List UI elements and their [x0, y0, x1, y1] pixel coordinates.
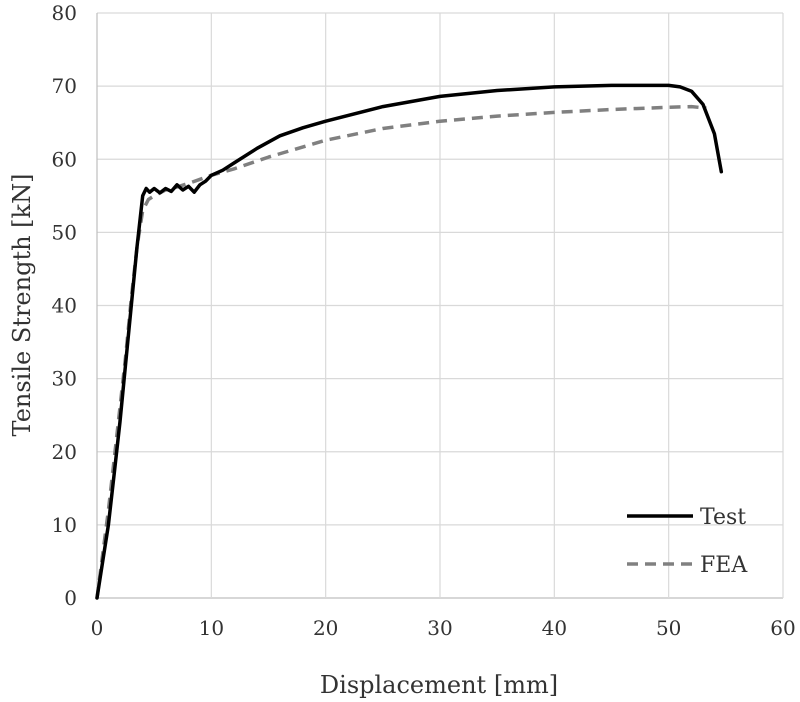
- y-tick-label: 30: [52, 367, 77, 391]
- series-line-test: [95, 83, 724, 600]
- y-axis-title: Tensile Strength [kN]: [8, 174, 36, 437]
- x-tick-label: 40: [542, 616, 567, 640]
- legend-label-test: Test: [700, 505, 746, 530]
- x-tick-label: 20: [313, 616, 338, 640]
- x-tick-label: 50: [656, 616, 681, 640]
- y-tick-label: 0: [64, 586, 77, 610]
- x-axis-title: Displacement [mm]: [320, 671, 558, 699]
- legend-label-fea: FEA: [700, 553, 748, 578]
- x-tick-label: 0: [91, 616, 104, 640]
- tick-labels: 0 10 20 30 40 50 60 70 80 0 10 20 30 40 50 60: [52, 1, 796, 640]
- x-tick-label: 60: [770, 616, 795, 640]
- grid: [96, 12, 784, 599]
- y-tick-label: 20: [52, 440, 77, 464]
- y-tick-label: 50: [52, 220, 77, 244]
- y-tick-label: 10: [52, 513, 77, 537]
- y-tick-label: 70: [52, 74, 77, 98]
- series-lines: [95, 83, 724, 600]
- legend: Test FEA: [627, 505, 748, 578]
- y-tick-label: 80: [52, 1, 77, 25]
- y-tick-label: 60: [52, 147, 77, 171]
- x-tick-label: 30: [427, 616, 452, 640]
- y-tick-label: 40: [52, 294, 77, 318]
- x-tick-label: 10: [199, 616, 224, 640]
